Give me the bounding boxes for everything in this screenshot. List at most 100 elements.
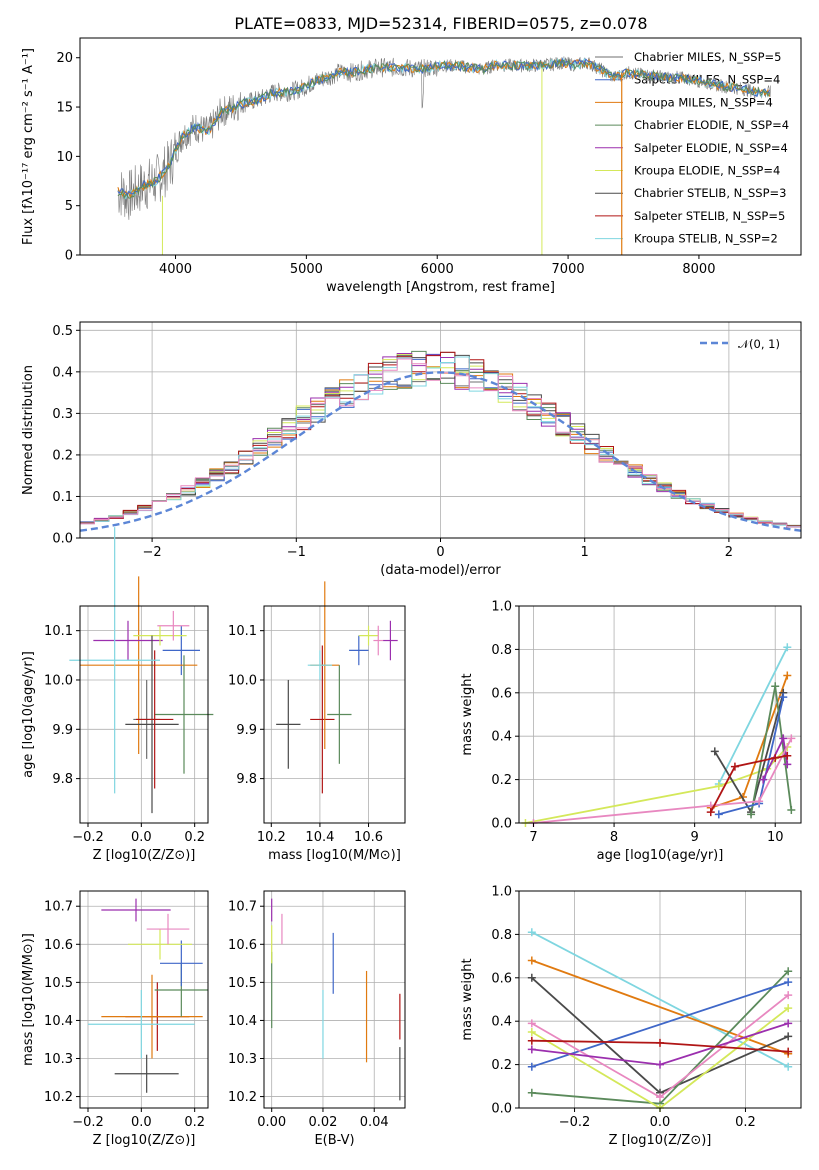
x-tick-label: −1 xyxy=(287,545,306,560)
y-tick-label: 10.0 xyxy=(228,673,257,688)
x-tick-label: 4000 xyxy=(159,262,192,277)
y-tick-label: 0.4 xyxy=(52,365,73,380)
data-point-marker xyxy=(747,810,756,819)
axes-frame xyxy=(79,37,802,256)
x-tick-label: 8000 xyxy=(682,262,715,277)
legend-label: Chabrier ELODIE, N_SSP=4 xyxy=(634,118,789,132)
mass-weight-vs-age-panel: 7 8 9 10 0.0 0.2 0.4 0.6 0.8 1.0 age [log10(age/yr… xyxy=(460,600,802,863)
histogram-series-line xyxy=(80,351,801,527)
axes-frame xyxy=(263,890,406,1109)
data-point-marker xyxy=(714,782,723,791)
data-point-marker xyxy=(755,797,764,806)
y-tick-label: 10 xyxy=(56,150,73,165)
data-point-marker xyxy=(706,808,715,817)
y-axis-label: age [log10(age/yr)] xyxy=(21,651,36,778)
histogram-series-line xyxy=(80,356,801,527)
x-tick-label: 0.00 xyxy=(257,1115,286,1130)
y-tick-label: 9.8 xyxy=(236,772,257,787)
histogram-series-line xyxy=(80,358,801,528)
data-point-marker xyxy=(787,734,796,743)
x-tick-label: 9 xyxy=(691,830,699,845)
mass-vs-metallicity-panel: −0.2 0.0 0.2 10.2 10.3 10.4 10.5 10.6 10.7 Z [log… xyxy=(21,890,209,1148)
x-tick-label: 8 xyxy=(610,830,618,845)
x-axis-label: mass [log10(M/M⊙)] xyxy=(268,848,401,863)
data-point-marker xyxy=(527,1019,536,1028)
mass-weight-series-line xyxy=(531,981,789,1068)
data-point-marker xyxy=(527,928,536,937)
x-tick-label: 0.2 xyxy=(184,830,205,845)
y-tick-label: 10.6 xyxy=(44,938,73,953)
data-point-marker xyxy=(656,1093,664,1102)
y-tick-label: 0.2 xyxy=(52,448,73,463)
x-tick-label: 1 xyxy=(581,545,589,560)
y-tick-label: 0.0 xyxy=(491,1102,512,1117)
x-tick-label: 10.4 xyxy=(305,830,334,845)
y-tick-label: 0.8 xyxy=(491,643,512,658)
x-tick-label: 0.0 xyxy=(131,830,152,845)
legend-label: Kroupa ELODIE, N_SSP=4 xyxy=(634,164,780,178)
x-tick-label: 0.02 xyxy=(308,1115,337,1130)
data-point-marker xyxy=(779,734,788,743)
y-tick-label: 10.7 xyxy=(44,900,73,915)
x-tick-label: 7000 xyxy=(552,262,585,277)
y-tick-label: 20 xyxy=(56,51,73,66)
x-tick-label: −0.2 xyxy=(72,830,104,845)
x-axis-label: wavelength [Angstrom, rest frame] xyxy=(326,280,555,295)
mass-weight-series-line xyxy=(531,959,789,1055)
y-tick-label: 10.3 xyxy=(228,1052,257,1067)
y-tick-label: 5 xyxy=(65,199,73,214)
mass-weight-series-line xyxy=(717,646,789,785)
y-tick-label: 0 xyxy=(65,249,73,264)
mass-weight-series-line xyxy=(714,692,785,815)
model-spectrum-line xyxy=(117,57,771,199)
y-tick-label: 10.7 xyxy=(228,900,257,915)
x-tick-label: 10.6 xyxy=(354,830,383,845)
x-axis-label: E(B-V) xyxy=(314,1133,354,1148)
age-vs-metallicity-panel: −0.2 0.0 0.2 9.8 9.9 10.0 10.1 Z [log10(Z/Z⊙)] a… xyxy=(21,527,214,863)
x-tick-label: 5000 xyxy=(290,262,323,277)
age-vs-mass-panel: 10.2 10.4 10.6 9.8 9.9 10.0 10.1 mass [log10(M/… xyxy=(228,581,406,863)
y-tick-label: 0.0 xyxy=(52,532,73,547)
x-axis-label: Z [log10(Z/Z⊙)] xyxy=(609,1133,712,1148)
y-tick-label: 15 xyxy=(56,101,73,116)
y-axis-label: mass weight xyxy=(460,673,475,755)
y-axis-label: mass [log10(M/M⊙)] xyxy=(21,933,36,1066)
grid xyxy=(519,605,801,824)
legend-label: 𝒩(0, 1) xyxy=(738,337,780,351)
y-tick-label: 9.9 xyxy=(52,723,73,738)
normal-reference-curve xyxy=(79,371,802,532)
data-point-marker xyxy=(784,1004,793,1013)
x-axis-label: age [log10(age/yr)] xyxy=(597,848,724,863)
data-point-marker xyxy=(527,956,536,965)
data-point-marker xyxy=(783,671,792,680)
grid xyxy=(264,891,405,1108)
x-tick-label: −2 xyxy=(143,545,162,560)
legend-label: Salpeter STELIB, N_SSP=5 xyxy=(634,209,785,223)
axes-frame xyxy=(79,605,209,824)
y-tick-label: 9.8 xyxy=(52,772,73,787)
histogram-series-line xyxy=(80,350,801,526)
data-point-marker xyxy=(783,760,792,769)
data-point-marker xyxy=(527,1036,536,1045)
y-tick-label: 0.0 xyxy=(491,817,512,832)
data-point-marker xyxy=(771,753,780,762)
mass-weight-vs-metallicity-panel: −0.2 0.0 0.2 0.0 0.2 0.4 0.6 0.8 1.0 Z [log10(Z/Z… xyxy=(460,885,802,1148)
x-tick-label: 2 xyxy=(725,545,733,560)
x-tick-label: 10.2 xyxy=(257,830,286,845)
histogram-series-line xyxy=(80,353,801,527)
x-tick-label: 0.0 xyxy=(131,1115,152,1130)
data-point-marker xyxy=(779,693,788,702)
x-tick-label: −0.2 xyxy=(559,1115,591,1130)
data-point-marker xyxy=(771,682,780,691)
legend-label: Kroupa STELIB, N_SSP=2 xyxy=(634,232,778,246)
data-point-marker xyxy=(527,1045,536,1054)
axes-frame xyxy=(518,605,802,824)
y-tick-label: 10.1 xyxy=(228,624,257,639)
histogram-series-line xyxy=(80,366,801,528)
x-tick-label: 7 xyxy=(529,830,537,845)
histogram-series-line xyxy=(80,353,801,527)
mass-weight-series-line xyxy=(531,931,789,1068)
legend-label: Chabrier MILES, N_SSP=5 xyxy=(634,50,781,64)
data-point-marker xyxy=(787,805,796,814)
